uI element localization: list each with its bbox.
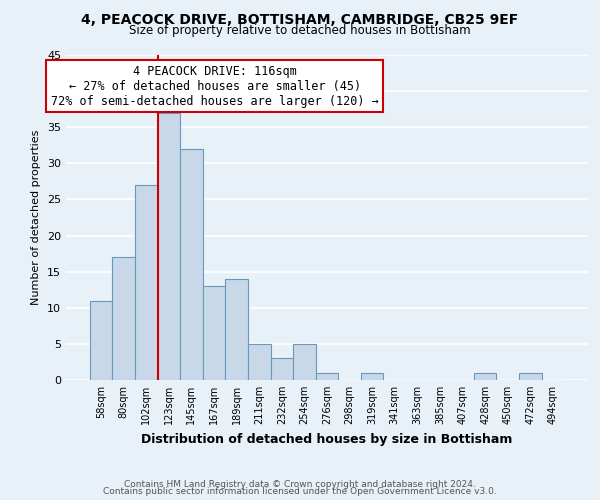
Bar (180, 149, 203, 380)
X-axis label: Distribution of detached houses by size in Bottisham: Distribution of detached houses by size … (142, 432, 512, 446)
Y-axis label: Number of detached properties: Number of detached properties (31, 130, 41, 305)
Bar (474, 373, 496, 380)
Bar (361, 373, 383, 380)
Text: 4 PEACOCK DRIVE: 116sqm
← 27% of detached houses are smaller (45)
72% of semi-de: 4 PEACOCK DRIVE: 116sqm ← 27% of detache… (51, 64, 379, 108)
Bar (226, 279, 248, 380)
Bar (112, 257, 135, 380)
Text: Contains public sector information licensed under the Open Government Licence v3: Contains public sector information licen… (103, 487, 497, 496)
Bar (293, 344, 316, 380)
Text: Size of property relative to detached houses in Bottisham: Size of property relative to detached ho… (129, 24, 471, 37)
Bar (271, 358, 293, 380)
Bar (519, 373, 542, 380)
Text: Contains HM Land Registry data © Crown copyright and database right 2024.: Contains HM Land Registry data © Crown c… (124, 480, 476, 489)
Bar (135, 185, 158, 380)
Bar (316, 373, 338, 380)
Text: 4, PEACOCK DRIVE, BOTTISHAM, CAMBRIDGE, CB25 9EF: 4, PEACOCK DRIVE, BOTTISHAM, CAMBRIDGE, … (82, 12, 518, 26)
Bar (203, 286, 226, 380)
Bar (158, 113, 180, 380)
Bar (90, 300, 112, 380)
Bar (248, 344, 271, 380)
